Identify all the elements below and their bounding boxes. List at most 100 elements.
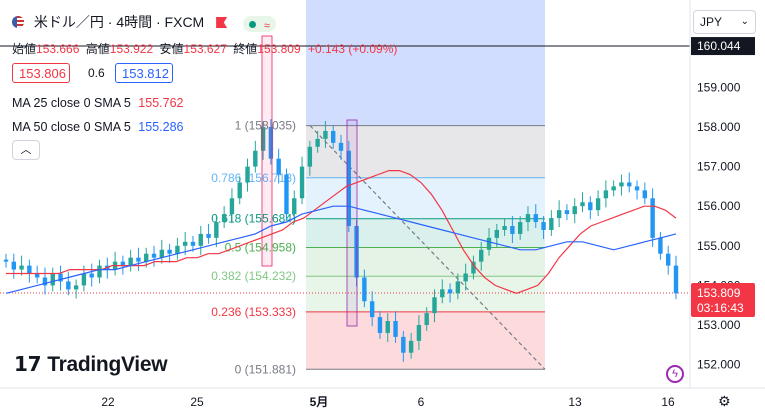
y-tick-0: 152.000 <box>697 358 741 372</box>
flag-icon <box>12 16 24 28</box>
candle-body <box>541 222 546 230</box>
candle-body <box>673 265 679 294</box>
chevron-up-icon: ︿ <box>20 144 32 156</box>
candle-body <box>416 325 422 341</box>
candle-body <box>128 257 133 266</box>
candle-body <box>440 289 445 298</box>
candle-body <box>424 313 429 325</box>
candle-body <box>299 166 305 199</box>
time-axis[interactable]: 22 25 5月 6 13 16 <box>0 387 765 409</box>
ohlc-legend: 始値153.666 高値153.922 安値153.627 終値153.809 … <box>12 42 398 56</box>
currency-select[interactable]: JPY ⌄ <box>693 10 756 34</box>
fib-label-0: 1 (158.035) <box>235 119 296 133</box>
sell-button[interactable]: 153.806 <box>12 63 70 83</box>
price-axis[interactable]: 152.000153.000154.000155.000156.000157.0… <box>689 0 755 388</box>
ma25-value: 155.762 <box>138 96 184 110</box>
candle-body <box>260 127 266 151</box>
fib-zone-2 <box>306 218 545 248</box>
candle-body <box>214 222 219 238</box>
candle-body <box>167 249 172 254</box>
collapse-legend-button[interactable]: ︿ <box>12 140 40 160</box>
candle-body <box>408 340 414 353</box>
candle-body <box>354 226 359 278</box>
change-value: +0.143 (+0.09%) <box>308 42 398 56</box>
candle-body <box>603 190 609 199</box>
fib-zone-1 <box>306 177 545 219</box>
candle-body <box>159 249 165 258</box>
candle-body <box>393 321 398 337</box>
candle-body <box>331 130 336 143</box>
candle-body <box>611 186 616 191</box>
candle-body <box>564 210 570 215</box>
fib-label-2: 0.618 (155.684) <box>211 212 296 226</box>
candle-body <box>81 273 87 286</box>
highlight-box-1 <box>261 35 273 267</box>
candle-body <box>595 198 601 211</box>
ma25-legend[interactable]: MA 25 close 0 SMA 5 155.762 <box>12 96 184 110</box>
candle-body <box>463 273 468 282</box>
candle-body <box>175 245 180 254</box>
highlight-box-2 <box>346 119 358 327</box>
fib-zone-top <box>306 0 545 126</box>
y-tick-7: 159.000 <box>697 80 741 94</box>
candle-body <box>556 210 562 219</box>
x-tick-2: 5月 <box>310 395 329 409</box>
crosshair-price-label: 160.044 <box>697 39 741 53</box>
candle-body <box>42 277 48 286</box>
candle-body <box>502 226 507 230</box>
candle-body <box>588 202 593 211</box>
candle-body <box>658 237 663 254</box>
candle-body <box>292 198 297 215</box>
lightning-icon[interactable]: ϟ <box>666 365 684 383</box>
fibonacci-retracement[interactable]: 1 (158.035) 0.786 (156.718) 0.618 (155.684… <box>211 0 546 376</box>
candle-body <box>66 281 71 290</box>
candle-body <box>198 233 203 246</box>
candles <box>3 35 679 362</box>
candle-body <box>253 150 258 167</box>
candle-body <box>144 253 149 262</box>
fib-zone-4 <box>306 276 545 312</box>
candle-body <box>572 206 577 215</box>
last-price-label: 153.809 <box>697 286 741 300</box>
ma50-line <box>5 205 677 294</box>
candle-body <box>229 198 235 215</box>
candle-body <box>323 130 328 139</box>
candle-body <box>190 241 196 246</box>
x-tick-5: 16 <box>661 395 675 409</box>
candle-body <box>634 186 640 191</box>
fib-zone-3 <box>306 247 545 277</box>
candle-body <box>58 273 63 282</box>
alert-flag-icon[interactable] <box>216 17 228 28</box>
candle-body <box>50 273 55 286</box>
candle-body <box>642 190 648 199</box>
candle-body <box>206 233 211 238</box>
candle-body <box>432 297 437 314</box>
moving-averages <box>5 170 677 294</box>
market-status[interactable]: ≈ <box>243 16 276 32</box>
candle-body <box>346 150 351 226</box>
fib-label-1: 0.786 (156.718) <box>211 171 296 185</box>
candle-body <box>549 218 554 230</box>
candle-body <box>385 321 390 333</box>
last-price-box <box>691 282 755 317</box>
ma50-legend[interactable]: MA 50 close 0 SMA 5 155.286 <box>12 120 184 134</box>
grid <box>0 45 690 294</box>
y-tick-1: 153.000 <box>697 318 741 332</box>
symbol-title: 米ドル／円 · 4時間 · FXCM <box>33 14 205 30</box>
ma50-value: 155.286 <box>138 120 184 134</box>
candle-body <box>369 301 375 318</box>
high-value: 153.922 <box>109 42 154 56</box>
fib-label-6: 0 (151.881) <box>235 362 296 376</box>
fib-label-5: 0.236 (153.333) <box>211 305 296 319</box>
fib-label-3: 0.5 (154.958) <box>225 240 296 254</box>
candle-body <box>3 259 9 262</box>
x-tick-0: 22 <box>101 395 115 409</box>
candle-body <box>533 214 538 223</box>
buy-button[interactable]: 153.812 <box>115 63 173 83</box>
symbol-header[interactable]: 米ドル／円 · 4時間 · FXCM ≈ <box>12 12 276 32</box>
fib-zone-0 <box>306 125 545 178</box>
candle-body <box>362 277 367 302</box>
gear-icon[interactable]: ⚙ <box>718 393 731 409</box>
candle-body <box>401 336 406 353</box>
